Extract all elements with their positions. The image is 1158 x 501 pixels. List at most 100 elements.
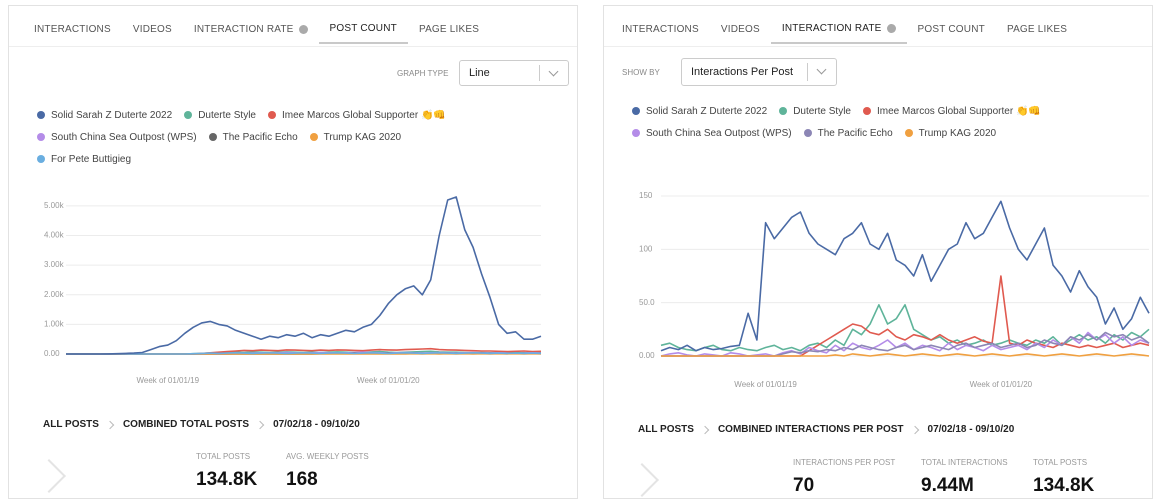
separator (807, 63, 808, 81)
stat: TOTAL INTERACTIONS 9.44M (921, 458, 1008, 497)
legend-label: Trump KAG 2020 (323, 131, 402, 143)
tab[interactable]: POST COUNT (917, 24, 985, 35)
tab-text: INTERACTION RATE (781, 23, 882, 34)
legend-item[interactable]: For Pete Buttigieg (37, 148, 131, 170)
stat: AVG. WEEKLY POSTS 168 (286, 452, 369, 491)
tab-bar: INTERACTIONS VIDEOS INTERACTION RATE POS… (611, 14, 1078, 44)
legend-item[interactable]: Imee Marcos Global Supporter 👏👊 (268, 104, 446, 126)
crumb-separator (700, 425, 710, 434)
x-tick-label: Week of 01/01/19 (734, 380, 797, 389)
legend-label: South China Sea Outpost (WPS) (646, 127, 792, 139)
legend-item[interactable]: South China Sea Outpost (WPS) (632, 122, 792, 144)
legend: Solid Sarah Z Duterte 2022 Duterte Style I… (632, 100, 1072, 144)
chart: 0.00 1.00k 2.00k 3.00k 4.00k 5.00k Week of 01/… (44, 196, 542, 385)
tab[interactable]: PAGE LIKES (1006, 24, 1068, 35)
graph-type-label: GRAPH TYPE (397, 69, 449, 78)
legend-item[interactable]: Duterte Style (779, 100, 851, 122)
y-tick-label: 1.00k (44, 319, 65, 328)
legend-item[interactable]: South China Sea Outpost (WPS) (37, 126, 197, 148)
series-line (661, 353, 1150, 357)
x-tick-label: Week of 01/01/20 (357, 376, 420, 385)
y-tick-label: 5.00k (44, 201, 65, 210)
y-tick-label: 0.00 (639, 351, 655, 360)
graph-type-dropdown[interactable]: Line (459, 60, 569, 86)
info-icon (886, 24, 896, 33)
legend-label: Duterte Style (198, 109, 256, 121)
series-line (660, 304, 1150, 352)
tab-text: INTERACTION RATE (193, 24, 294, 35)
legend-swatch (37, 155, 45, 163)
stat-value: 168 (286, 469, 318, 490)
series-line (660, 200, 1150, 352)
tab[interactable]: INTERACTIONS (622, 24, 699, 35)
stat: INTERACTIONS PER POST 70 (793, 458, 895, 497)
tab[interactable]: INTERACTIONS (34, 24, 111, 35)
stat-label: AVG. WEEKLY POSTS (286, 452, 369, 461)
legend-item[interactable]: Duterte Style (184, 104, 256, 126)
stat-label: TOTAL POSTS (1033, 458, 1088, 467)
legend-label: Solid Sarah Z Duterte 2022 (51, 109, 173, 121)
breadcrumb: ALL POSTS COMBINED TOTAL POSTS 07/02/18 … (43, 419, 360, 430)
crumb[interactable]: COMBINED TOTAL POSTS (122, 419, 250, 430)
stat-value: 70 (793, 475, 815, 496)
tab[interactable]: PAGE LIKES (418, 24, 480, 35)
tab[interactable]: VIDEOS (132, 24, 172, 35)
date-range: 07/02/18 - 09/10/20 (273, 419, 360, 430)
legend-swatch (779, 107, 788, 115)
legend-swatch (37, 111, 45, 119)
legend-item[interactable]: Trump KAG 2020 (309, 126, 402, 148)
y-tick-label: 150 (639, 191, 653, 200)
legend-label: The Pacific Echo (222, 131, 298, 143)
breadcrumb: ALL POSTS COMBINED INTERACTIONS PER POST… (638, 424, 1014, 435)
caret (548, 66, 559, 77)
crumb[interactable]: ALL POSTS (43, 419, 99, 430)
legend-label: South China Sea Outpost (WPS) (51, 131, 197, 143)
legend-item[interactable]: Solid Sarah Z Duterte 2022 (632, 100, 767, 122)
next-arrow[interactable] (625, 463, 659, 497)
stat-label: INTERACTIONS PER POST (793, 458, 896, 467)
dropdown-value: Line (469, 67, 490, 79)
legend-item[interactable]: Trump KAG 2020 (904, 122, 997, 144)
legend-label: Imee Marcos Global Supporter 👏👊 (877, 105, 1041, 117)
legend-label: For Pete Buttigieg (51, 153, 132, 165)
x-tick-label: Week of 01/01/20 (970, 380, 1033, 389)
crumb-separator (105, 420, 115, 429)
legend-swatch (904, 129, 913, 137)
legend-swatch (632, 129, 640, 137)
legend-label: Duterte Style (793, 105, 851, 117)
legend-swatch (37, 133, 45, 141)
legend-swatch (208, 133, 217, 141)
dropdown-value: Interactions Per Post (691, 66, 794, 78)
legend-item[interactable]: The Pacific Echo (208, 126, 298, 148)
stat-label: TOTAL INTERACTIONS (921, 458, 1008, 467)
legend-swatch (632, 107, 640, 115)
legend-item[interactable]: Imee Marcos Global Supporter 👏👊 (863, 100, 1041, 122)
stat-label: TOTAL POSTS (196, 452, 251, 461)
y-tick-label: 0.00 (44, 349, 60, 358)
legend-item[interactable]: Solid Sarah Z Duterte 2022 (37, 104, 172, 126)
tab-active[interactable]: INTERACTION RATE (770, 14, 907, 44)
tab[interactable]: VIDEOS (720, 24, 760, 35)
stat-value: 9.44M (921, 475, 974, 496)
legend-swatch (863, 107, 871, 115)
y-tick-label: 4.00k (44, 231, 65, 240)
stat-value: 134.8K (1033, 475, 1095, 496)
x-tick-label: Week of 01/01/19 (137, 376, 200, 385)
tab-active[interactable]: POST COUNT (318, 14, 408, 44)
chart: 0.00 50.0 100 150 Week of 01/01/19 Week of 01… (639, 191, 1150, 389)
divider (604, 46, 1152, 47)
legend-item[interactable]: The Pacific Echo (803, 122, 893, 144)
legend-label: The Pacific Echo (817, 127, 893, 139)
next-arrow[interactable] (32, 459, 66, 493)
y-tick-label: 2.00k (44, 290, 65, 299)
stat: TOTAL POSTS 134.8K (1033, 458, 1094, 497)
show-by-dropdown[interactable]: Interactions Per Post (681, 58, 837, 86)
legend-label: Trump KAG 2020 (918, 127, 997, 139)
y-tick-label: 100 (639, 244, 653, 253)
y-tick-label: 50.0 (639, 298, 655, 307)
tab[interactable]: INTERACTION RATE (183, 14, 319, 44)
crumb[interactable]: COMBINED INTERACTIONS PER POST (717, 424, 904, 435)
date-range: 07/02/18 - 09/10/20 (927, 424, 1015, 435)
crumb[interactable]: ALL POSTS (638, 424, 694, 435)
